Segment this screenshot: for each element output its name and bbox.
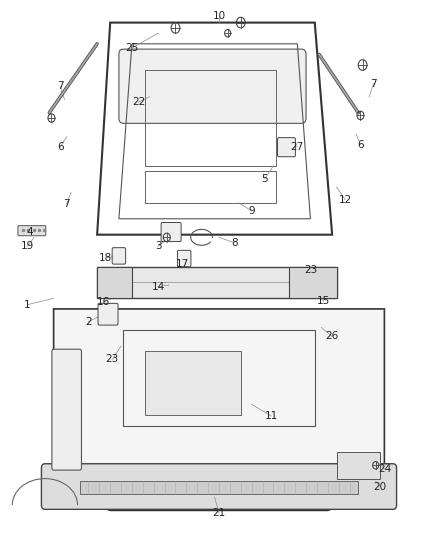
Bar	[80, 481, 358, 495]
FancyBboxPatch shape	[18, 225, 46, 236]
Text: 20: 20	[374, 481, 387, 491]
Text: 4: 4	[26, 227, 33, 237]
Text: 10: 10	[212, 11, 226, 21]
Text: 14: 14	[152, 281, 165, 292]
Bar	[97, 266, 336, 298]
FancyBboxPatch shape	[161, 222, 181, 241]
Text: 19: 19	[21, 241, 34, 252]
Text: 2: 2	[85, 317, 92, 327]
FancyBboxPatch shape	[278, 138, 295, 157]
Text: 9: 9	[248, 206, 255, 216]
Text: 7: 7	[57, 81, 64, 91]
Text: 6: 6	[357, 140, 364, 150]
Text: 18: 18	[99, 253, 113, 263]
Text: 24: 24	[378, 464, 391, 474]
FancyBboxPatch shape	[42, 464, 396, 510]
Bar	[289, 266, 336, 298]
Text: 7: 7	[64, 199, 70, 209]
Text: 15: 15	[317, 296, 330, 306]
Text: 23: 23	[106, 354, 119, 364]
Text: 3: 3	[155, 241, 161, 252]
Bar	[145, 70, 276, 166]
FancyBboxPatch shape	[112, 248, 126, 264]
Text: 17: 17	[175, 259, 189, 269]
Text: 8: 8	[231, 238, 237, 248]
FancyBboxPatch shape	[119, 49, 306, 123]
Text: 21: 21	[212, 508, 226, 518]
Text: 22: 22	[132, 97, 145, 107]
Bar	[145, 171, 276, 203]
Text: 7: 7	[370, 78, 377, 88]
FancyBboxPatch shape	[98, 303, 118, 325]
Bar	[145, 351, 241, 415]
Text: 6: 6	[57, 142, 64, 152]
Polygon shape	[53, 309, 385, 511]
Text: 11: 11	[265, 411, 278, 421]
FancyBboxPatch shape	[52, 349, 81, 470]
Bar	[336, 452, 380, 479]
Text: 26: 26	[325, 332, 339, 342]
Text: 23: 23	[304, 265, 317, 274]
Bar	[97, 266, 132, 298]
Text: 12: 12	[339, 195, 352, 205]
Bar	[123, 330, 315, 425]
Text: 25: 25	[125, 43, 138, 53]
Text: 5: 5	[261, 174, 268, 184]
Text: 16: 16	[97, 297, 110, 307]
FancyBboxPatch shape	[177, 251, 191, 266]
Text: 27: 27	[291, 142, 304, 152]
Text: 1: 1	[24, 300, 31, 310]
